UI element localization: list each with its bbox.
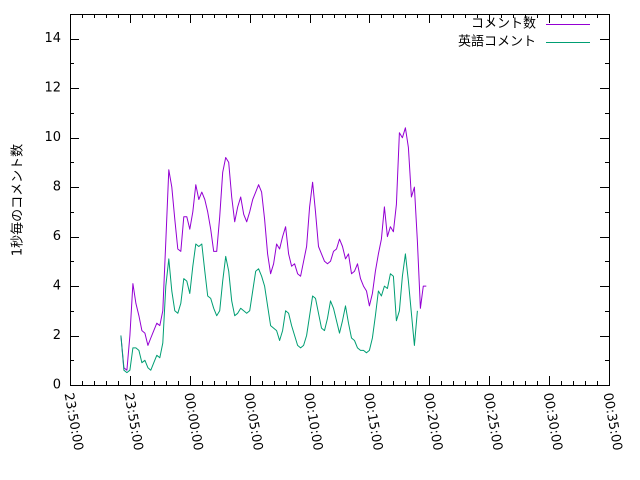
x-tick-label: 00:20:00 <box>420 392 445 452</box>
x-tick-label: 00:05:00 <box>240 392 265 452</box>
x-tick-label: 23:50:00 <box>61 392 86 452</box>
plot-frame <box>70 14 610 386</box>
x-tick-label: 00:35:00 <box>600 392 625 452</box>
y-axis-label: 1秒毎のコメント数 <box>10 144 26 256</box>
axes-layer: 0 2 4 6 8 10 12 14 23:50:00 23:55:00 00:00:00 00:05… <box>44 14 625 452</box>
legend-label-2: 英語コメント <box>458 34 536 50</box>
x-tick-label: 00:25:00 <box>480 392 505 452</box>
series-layer <box>120 127 427 374</box>
series-line-1 <box>120 127 427 371</box>
x-tick-label: 00:15:00 <box>360 392 385 452</box>
x-tick-label: 00:00:00 <box>180 392 205 452</box>
y-tick-label: 10 <box>44 130 61 145</box>
y-tick-label: 14 <box>44 31 61 46</box>
y-tick-label: 4 <box>53 279 61 294</box>
series-line-2 <box>120 243 418 374</box>
y-tick-label: 6 <box>53 229 61 244</box>
y-tick-label: 8 <box>53 180 61 195</box>
y-tick-label: 0 <box>53 378 61 393</box>
y-tick-label: 12 <box>44 81 61 96</box>
x-tick-label: 23:55:00 <box>121 392 146 452</box>
x-tick-label: 00:30:00 <box>540 392 565 452</box>
legend-label-1: コメント数 <box>471 17 536 32</box>
y-tick-label: 2 <box>53 328 61 343</box>
x-tick-label: 00:10:00 <box>300 392 325 452</box>
